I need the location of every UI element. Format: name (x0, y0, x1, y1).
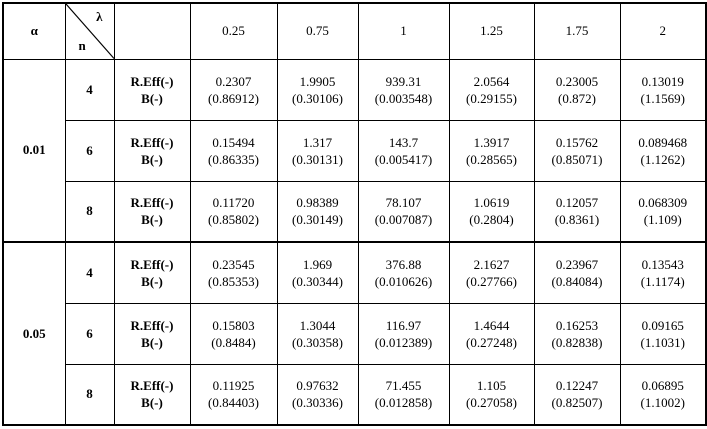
cell-value: 376.88 (0.010626) (357, 241, 450, 304)
cell-value: 71.455 (0.012858) (357, 363, 450, 426)
cell-value: 0.15494 (0.86335) (189, 119, 278, 182)
row-label: R.Eff(-) B(-) (113, 58, 191, 121)
cell-value: 0.06895 (1.1002) (619, 363, 707, 426)
row-label: R.Eff(-) B(-) (113, 302, 191, 365)
cell-value: 939.31 (0.003548) (357, 58, 450, 121)
row-label: R.Eff(-) B(-) (113, 119, 191, 182)
cell-value: 2.1627 (0.27766) (448, 241, 535, 304)
cell-value: 1.969 (0.30344) (276, 241, 359, 304)
n-cell: 6 (64, 119, 115, 182)
cell-value: 0.15762 (0.85071) (533, 119, 621, 182)
header-row: α λ n 0.25 0.75 1 1.25 1.75 2 (2, 2, 707, 60)
col-header-lambda-1: 1 (357, 2, 450, 60)
n-cell: 4 (64, 58, 115, 121)
n-cell: 8 (64, 180, 115, 243)
row-label: R.Eff(-) B(-) (113, 180, 191, 243)
table-row: 0.01 4 R.Eff(-) B(-) 0.2307 (0.86912) 1.9… (2, 58, 707, 243)
empty-header-cell (113, 2, 191, 60)
cell-value: 1.3044 (0.30358) (276, 302, 359, 365)
cell-value: 0.23545 (0.85353) (189, 241, 278, 304)
cell-value: 2.0564 (0.29155) (448, 58, 535, 121)
row-label: R.Eff(-) B(-) (113, 363, 191, 426)
alpha-cell: 0.05 (2, 241, 66, 426)
cell-value: 0.12247 (0.82507) (533, 363, 621, 426)
diagonal-line-icon (66, 4, 114, 59)
cell-value: 78.107 (0.007087) (357, 180, 450, 243)
lambda-n-diagonal-header: λ n (64, 2, 115, 60)
cell-value: 0.068309 (1.109) (619, 180, 707, 243)
cell-value: 1.317 (0.30131) (276, 119, 359, 182)
cell-value: 0.23967 (0.84084) (533, 241, 621, 304)
cell-value: 1.3917 (0.28565) (448, 119, 535, 182)
cell-value: 0.97632 (0.30336) (276, 363, 359, 426)
cell-value: 0.13019 (1.1569) (619, 58, 707, 121)
cell-value: 0.98389 (0.30149) (276, 180, 359, 243)
cell-value: 0.15803 (0.8484) (189, 302, 278, 365)
n-cell: 4 (64, 241, 115, 304)
cell-value: 1.4644 (0.27248) (448, 302, 535, 365)
n-cell: 6 (64, 302, 115, 365)
table-row: 8 R.Eff(-) B(-) 0.11720 (0.85802) 0.98389… (3, 180, 707, 243)
cell-value: 0.2307 (0.86912) (189, 58, 278, 121)
row-label: R.Eff(-) B(-) (113, 241, 191, 304)
cell-value: 0.23005 (0.872) (533, 58, 621, 121)
n-label: n (78, 37, 86, 53)
cell-value: 0.11925 (0.84403) (189, 363, 278, 426)
cell-value: 0.11720 (0.85802) (189, 180, 278, 243)
n-cell: 8 (64, 363, 115, 426)
cell-value: 143.7 (0.005417) (357, 119, 450, 182)
cell-value: 0.12057 (0.8361) (533, 180, 621, 243)
cell-value: 1.0619 (0.2804) (448, 180, 535, 243)
col-header-lambda-1.25: 1.25 (448, 2, 535, 60)
cell-value: 1.105 (0.27058) (448, 363, 535, 426)
cell-value: 0.13543 (1.1174) (619, 241, 707, 304)
table-row: 8 R.Eff(-) B(-) 0.11925 (0.84403) 0.97632… (3, 363, 707, 426)
col-header-lambda-0.75: 0.75 (276, 2, 359, 60)
cell-value: 116.97 (0.012389) (357, 302, 450, 365)
cell-value: 1.9905 (0.30106) (276, 58, 359, 121)
table-row: 6 R.Eff(-) B(-) 0.15803 (0.8484) 1.3044 (0… (3, 302, 707, 365)
cell-value: 0.16253 (0.82838) (533, 302, 621, 365)
col-header-lambda-1.75: 1.75 (533, 2, 621, 60)
col-header-lambda-2: 2 (619, 2, 707, 60)
table-row: 6 R.Eff(-) B(-) 0.15494 (0.86335) 1.317 (0… (3, 119, 707, 182)
col-header-lambda-0.25: 0.25 (189, 2, 278, 60)
cell-value: 0.089468 (1.1262) (619, 119, 707, 182)
alpha-cell: 0.01 (2, 58, 66, 243)
lambda-label: λ (96, 9, 103, 24)
table-row: 0.05 4 R.Eff(-) B(-) 0.23545 (0.85353) 1.… (2, 241, 707, 426)
cell-value: 0.09165 (1.1031) (619, 302, 707, 365)
alpha-header: α (2, 2, 66, 60)
